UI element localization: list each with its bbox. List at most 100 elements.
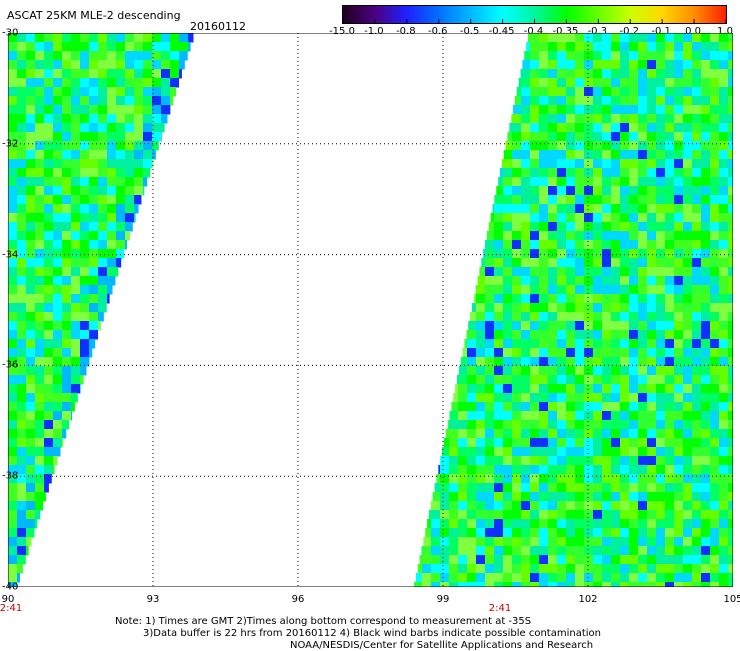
swath-cell [665, 78, 675, 88]
swath-cell [512, 348, 522, 358]
swath-cell [674, 276, 684, 286]
swath-cell [476, 537, 486, 547]
swath-cell [629, 339, 639, 349]
swath-cell [611, 177, 621, 187]
swath-cell [548, 393, 558, 403]
map-plot [8, 33, 733, 587]
swath-cell [512, 483, 522, 493]
swath-cell [728, 402, 733, 412]
swath-cell [656, 159, 666, 169]
swath-cell [53, 321, 63, 331]
swath-cell [557, 429, 567, 439]
swath-cell [629, 177, 639, 187]
swath-cell [17, 537, 27, 547]
swath-cell [35, 258, 45, 268]
swath-cell [503, 528, 513, 538]
swath-cell [62, 375, 72, 385]
swath-cell [620, 231, 630, 241]
swath-cell [728, 177, 733, 187]
swath-cell [44, 168, 54, 178]
swath-cell [647, 186, 657, 196]
swath-cell [512, 582, 522, 587]
swath-cell [35, 438, 45, 448]
swath-cell [593, 186, 603, 196]
swath-cell [62, 366, 72, 376]
swath-cell [26, 267, 36, 277]
swath-cell [728, 348, 733, 358]
swath-cell [35, 177, 45, 187]
swath-cell [539, 420, 549, 430]
swath-cell [530, 438, 540, 448]
swath-cell [485, 402, 495, 412]
swath-cell [485, 474, 495, 484]
swath-cell [512, 267, 522, 277]
swath-cell [665, 267, 675, 277]
swath-cell [584, 33, 594, 43]
swath-cell [629, 573, 639, 583]
swath-cell [611, 60, 621, 70]
swath-cell [647, 168, 657, 178]
swath-cell [26, 240, 36, 250]
swath-cell [575, 384, 585, 394]
swath-cell [89, 240, 99, 250]
swath-cell [557, 312, 567, 322]
swath-cell [134, 195, 142, 205]
swath-cell [602, 456, 612, 466]
swath-cell [467, 474, 477, 484]
swath-cell [80, 51, 90, 61]
swath-cell [116, 51, 126, 61]
swath-cell [674, 357, 684, 367]
swath-cell [53, 186, 63, 196]
swath-cell [44, 114, 54, 124]
swath-cell [620, 456, 630, 466]
swath-cell [152, 51, 162, 61]
swath-cell [134, 168, 144, 178]
swath-cell [26, 384, 36, 394]
swath-cell [17, 357, 27, 367]
swath-cell [566, 375, 576, 385]
y-tick-label: -40 [2, 581, 19, 593]
swath-cell [8, 213, 18, 223]
swath-cell [593, 546, 603, 556]
swath-cell [53, 159, 63, 169]
swath-cell [683, 510, 693, 520]
swath-cell [728, 105, 733, 115]
swath-cell [629, 249, 639, 259]
swath-cell [692, 366, 702, 376]
swath-cell [44, 42, 54, 52]
swath-cell [701, 384, 711, 394]
swath-cell [701, 510, 711, 520]
swath-cell [53, 222, 63, 232]
swath-cell [719, 546, 729, 556]
swath-cell [17, 276, 27, 286]
swath-cell [683, 474, 693, 484]
swath-cell [656, 42, 666, 52]
swath-cell [683, 267, 693, 277]
swath-cell [125, 159, 135, 169]
swath-cell [26, 303, 36, 313]
swath-cell [584, 168, 594, 178]
swath-cell [485, 429, 495, 439]
swath-cell [656, 474, 666, 484]
swath-cell [728, 33, 733, 43]
swath-cell [449, 429, 459, 439]
swath-cell [629, 528, 639, 538]
swath-cell [683, 384, 693, 394]
swath-cell [26, 366, 36, 376]
swath-cell [458, 510, 468, 520]
swath-cell [143, 42, 153, 52]
swath-cell [728, 186, 733, 196]
swath-cell [512, 303, 522, 313]
swath-cell [521, 366, 531, 376]
swath-cell [98, 78, 108, 88]
swath-cell [665, 510, 675, 520]
swath-cell [458, 402, 468, 412]
swath-cell [584, 141, 594, 151]
swath-cell [593, 402, 603, 412]
swath-cell [71, 249, 81, 259]
swath-cell [496, 186, 506, 196]
swath-cell [26, 96, 36, 106]
swath-cell [143, 96, 153, 106]
swath-cell [485, 375, 495, 385]
swath-cell [539, 87, 549, 97]
